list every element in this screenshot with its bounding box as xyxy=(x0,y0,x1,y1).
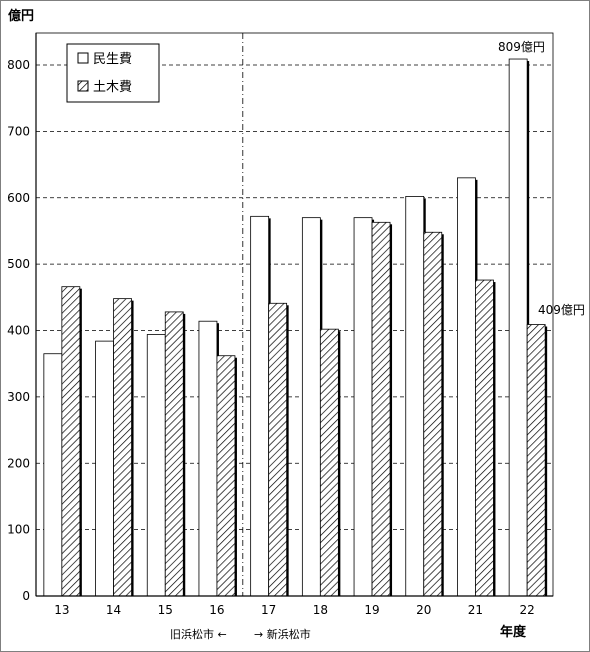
bar-22-series-2 xyxy=(526,324,546,597)
y-tick-label-800: 800 xyxy=(7,58,30,72)
y-tick-label-0: 0 xyxy=(22,589,30,603)
last-value-annotation: 409億円 xyxy=(538,303,585,317)
y-tick-labels: 0 100 200 300 400 500 600 700 800 xyxy=(7,58,30,603)
bar-19-series-2 xyxy=(371,221,391,597)
bar-19-series-1 xyxy=(353,217,373,597)
x-tick-label-15: 15 xyxy=(158,603,173,617)
legend-box xyxy=(66,43,160,103)
y-tick-label-600: 600 xyxy=(7,191,30,205)
x-tick-label-22: 22 xyxy=(520,603,535,617)
bar-16-series-2 xyxy=(216,355,236,597)
y-tick-label-300: 300 xyxy=(7,390,30,404)
x-axis-label: 年度 xyxy=(500,624,527,640)
max-value-annotation: 809億円 xyxy=(498,40,545,54)
x-tick-label-17: 17 xyxy=(261,603,276,617)
bar-18-series-2 xyxy=(319,328,339,597)
bar-17-series-1 xyxy=(250,215,270,597)
bar-20-series-1 xyxy=(405,196,425,597)
legend-label-series-1: 民生費 xyxy=(93,52,132,67)
legend-label-series-2: 土木費 xyxy=(93,80,132,95)
bar-21-series-2 xyxy=(475,279,494,597)
x-tick-label-21: 21 xyxy=(468,603,483,617)
y-tick-label-700: 700 xyxy=(7,124,30,138)
bar-18-series-1 xyxy=(301,217,321,597)
bar-13-series-1 xyxy=(43,353,63,597)
y-tick-label-500: 500 xyxy=(7,257,30,271)
bars xyxy=(43,58,548,597)
x-tick-label-20: 20 xyxy=(416,603,431,617)
legend: 民生費 土木費 xyxy=(66,43,160,103)
x-tick-label-13: 13 xyxy=(54,603,69,617)
y-tick-label-100: 100 xyxy=(7,523,30,537)
x-tick-label-14: 14 xyxy=(106,603,121,617)
y-tick-label-200: 200 xyxy=(7,456,30,470)
bar-15-series-1 xyxy=(146,334,166,597)
bar-20-series-2 xyxy=(423,231,443,597)
old-city-period-label: 旧浜松市 ← xyxy=(170,627,227,641)
x-tick-label-18: 18 xyxy=(313,603,328,617)
x-tick-label-16: 16 xyxy=(209,603,224,617)
y-axis-unit-label: 億円 xyxy=(8,8,34,24)
x-tick-labels: 13 14 15 16 17 18 19 20 21 22 xyxy=(54,603,535,617)
bar-16-series-1 xyxy=(198,320,218,597)
legend-swatch-white xyxy=(77,52,89,64)
bar-13-series-2 xyxy=(61,286,81,597)
x-tick-label-19: 19 xyxy=(364,603,379,617)
bar-22-series-1 xyxy=(508,58,528,597)
y-tick-label-400: 400 xyxy=(7,324,30,338)
bar-14-series-1 xyxy=(95,340,114,597)
axes xyxy=(35,32,554,597)
new-city-period-label: → 新浜松市 xyxy=(254,627,311,641)
legend-swatch-hatched xyxy=(77,80,89,92)
bar-14-series-2 xyxy=(113,298,132,597)
bar-17-series-2 xyxy=(268,302,288,597)
bar-15-series-2 xyxy=(164,311,184,597)
bar-21-series-1 xyxy=(457,177,476,597)
